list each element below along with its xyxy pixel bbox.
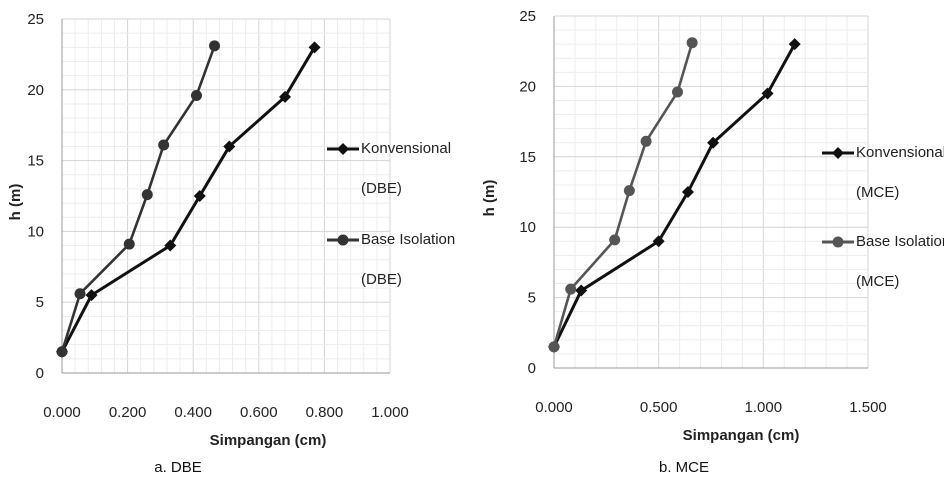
x-tick-label: 0.000 xyxy=(535,399,573,416)
y-tick-label: 15 xyxy=(27,153,44,170)
y-tick-label: 5 xyxy=(528,290,536,307)
x-tick-label: 1.000 xyxy=(371,404,409,421)
data-point-diamond xyxy=(279,90,292,103)
y-tick-label: 0 xyxy=(528,360,536,377)
legend-label: Konvensional xyxy=(361,140,451,157)
chart-caption: b. MCE xyxy=(659,459,709,476)
legend-marker-diamond xyxy=(832,147,844,159)
y-tick-label: 10 xyxy=(27,223,44,240)
data-point-circle xyxy=(623,185,635,197)
y-tick-label: 15 xyxy=(519,149,536,166)
chart-caption: a. DBE xyxy=(154,459,202,476)
data-point-diamond xyxy=(575,284,588,297)
y-tick-label: 25 xyxy=(27,11,44,28)
data-point-circle xyxy=(74,288,86,300)
y-axis-title: h (m) xyxy=(7,184,24,221)
legend-label: Base Isolation xyxy=(856,233,944,250)
legend-label: (DBE) xyxy=(361,180,402,197)
data-point-circle xyxy=(209,40,221,52)
legend-label: Base Isolation xyxy=(361,231,455,248)
data-point-diamond xyxy=(788,38,801,51)
y-tick-label: 25 xyxy=(519,8,536,25)
chart-mce: 0 5 10 15 20 25 0.000 0.500 1.000 1.500 Simpangan … xyxy=(481,8,944,476)
x-tick-label: 1.000 xyxy=(745,399,783,416)
x-tick-label: 0.800 xyxy=(306,404,344,421)
y-tick-label: 5 xyxy=(36,294,44,311)
chart-dbe: 0 5 10 15 20 25 0.000 0.200 0.400 0.600 0.800 1.000… xyxy=(7,11,455,476)
x-tick-label: 0.400 xyxy=(174,404,212,421)
data-point-diamond xyxy=(308,41,321,54)
data-point-diamond xyxy=(193,190,206,202)
legend-marker-diamond xyxy=(337,143,349,155)
data-point-circle xyxy=(141,189,153,201)
x-tick-label: 0.000 xyxy=(43,404,81,421)
series-line-konvensional xyxy=(60,46,316,353)
chart-panel-mce: 0 5 10 15 20 25 0.000 0.500 1.000 1.500 Simpangan … xyxy=(472,0,944,489)
x-axis-title: Simpangan (cm) xyxy=(683,427,800,444)
y-tick-label: 0 xyxy=(36,365,44,382)
y-tick-label: 20 xyxy=(27,82,44,99)
data-point-circle xyxy=(609,234,621,246)
data-point-circle xyxy=(56,346,68,358)
data-point-circle xyxy=(565,283,577,295)
data-point-circle xyxy=(686,37,698,49)
data-point-circle xyxy=(672,86,684,98)
legend-label: (MCE) xyxy=(856,273,899,290)
legend-label: (DBE) xyxy=(361,271,402,288)
data-point-circle xyxy=(123,238,135,250)
legend-marker-circle xyxy=(832,236,844,248)
x-axis-title: Simpangan (cm) xyxy=(210,432,327,449)
data-point-circle xyxy=(640,135,652,147)
y-tick-label: 20 xyxy=(519,78,536,95)
y-axis-title: h (m) xyxy=(481,180,498,217)
data-point-diamond xyxy=(164,239,177,252)
data-point-diamond xyxy=(681,186,694,198)
legend-label: (MCE) xyxy=(856,184,899,201)
legend-label: Konvensional xyxy=(856,144,944,161)
data-point-circle xyxy=(548,341,560,353)
data-point-diamond xyxy=(652,235,665,248)
data-point-circle xyxy=(158,139,170,151)
legend-marker-circle xyxy=(337,234,349,246)
y-tick-label: 10 xyxy=(519,219,536,236)
data-point-circle xyxy=(190,89,202,101)
data-point-diamond xyxy=(707,136,720,149)
data-point-diamond xyxy=(761,87,774,100)
x-tick-label: 0.200 xyxy=(109,404,147,421)
data-point-diamond xyxy=(85,289,98,302)
x-tick-label: 0.500 xyxy=(640,399,678,416)
chart-panel-dbe: 0 5 10 15 20 25 0.000 0.200 0.400 0.600 0.800 1.000… xyxy=(7,11,455,476)
x-tick-label: 1.500 xyxy=(849,399,887,416)
data-point-diamond xyxy=(223,140,236,153)
x-tick-label: 0.600 xyxy=(240,404,278,421)
